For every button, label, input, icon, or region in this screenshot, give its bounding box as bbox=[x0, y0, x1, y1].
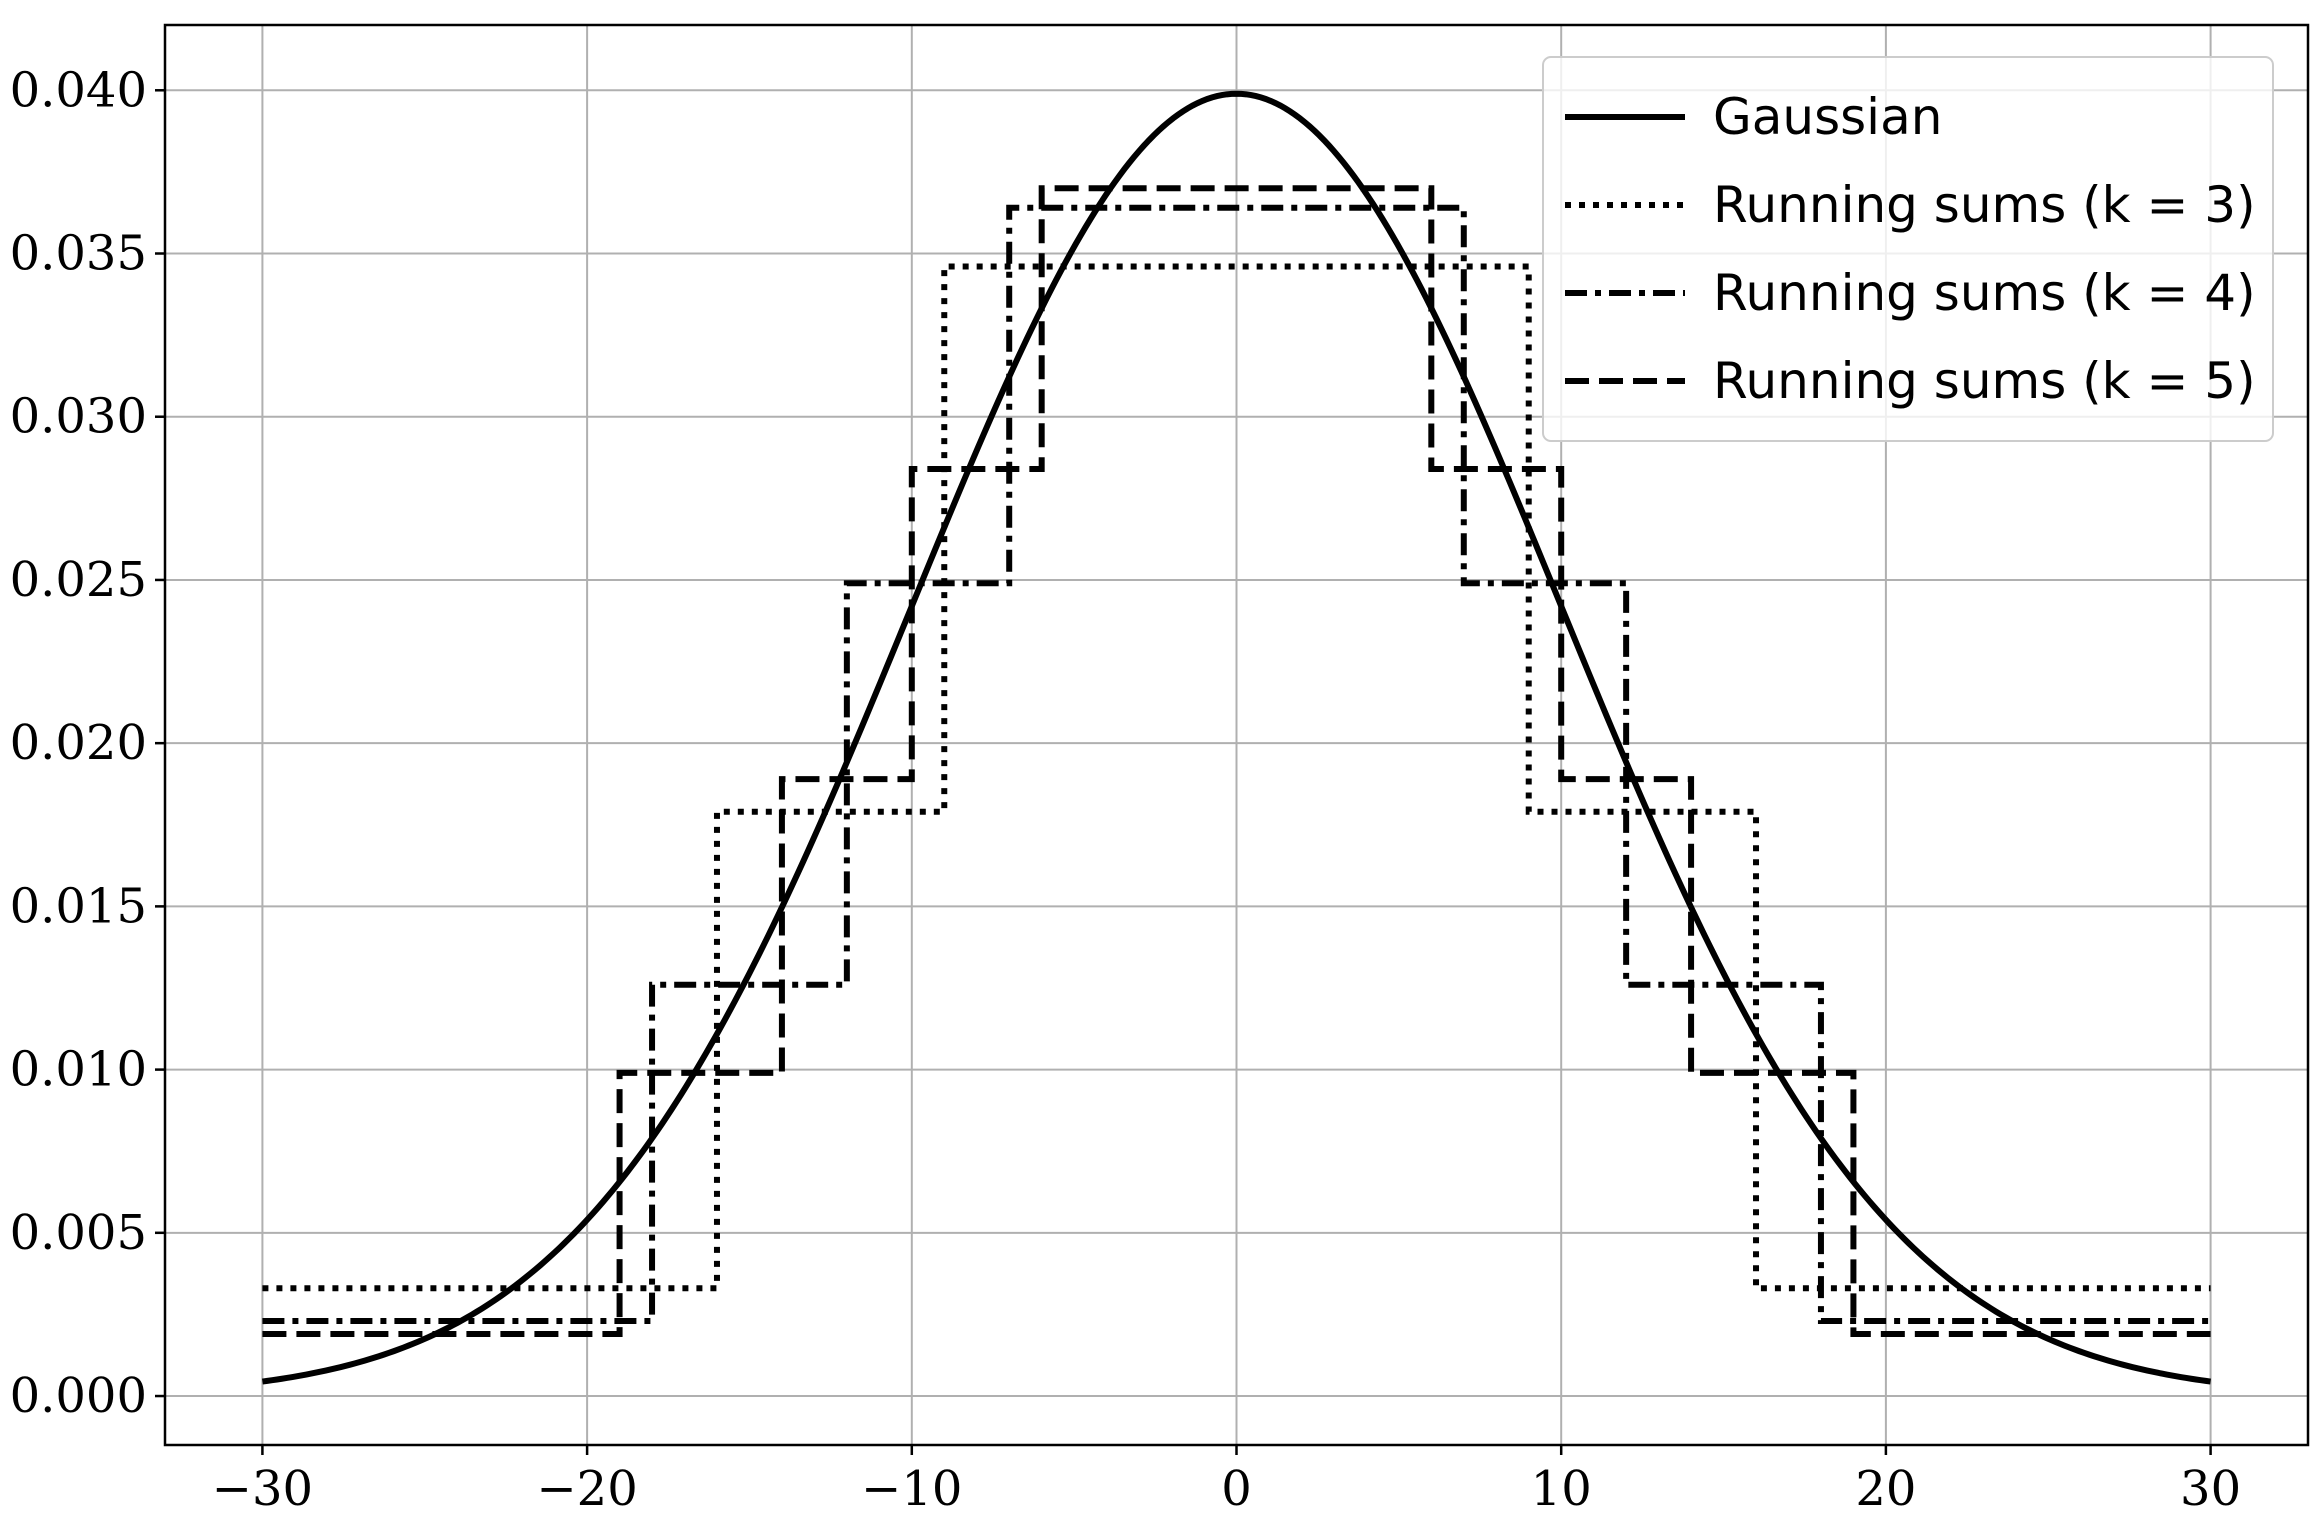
y-tick-label-6: 0.030 bbox=[10, 389, 147, 445]
y-tick-label-0: 0.000 bbox=[10, 1368, 147, 1424]
legend: Gaussian Running sums (k = 3) Running sums… bbox=[1542, 56, 2274, 442]
legend-box bbox=[1542, 56, 2274, 442]
x-tick-label-1: −20 bbox=[536, 1461, 637, 1514]
y-tick-label-5: 0.025 bbox=[10, 552, 147, 608]
x-tick-label-3: 0 bbox=[1221, 1461, 1252, 1514]
y-tick-label-1: 0.005 bbox=[10, 1205, 147, 1261]
y-tick-label-8: 0.040 bbox=[10, 62, 147, 118]
series-group bbox=[262, 90, 2211, 1385]
series-line-2 bbox=[262, 204, 2211, 1324]
grid bbox=[165, 25, 2308, 1445]
y-tick-label-3: 0.015 bbox=[10, 878, 147, 934]
legend-label-0: Gaussian bbox=[1713, 88, 1942, 146]
x-tick-label-2: −10 bbox=[861, 1461, 962, 1514]
x-tick-label-6: 30 bbox=[2180, 1461, 2241, 1514]
legend-label-1: Running sums (k = 3) bbox=[1713, 176, 2256, 234]
series-line-0 bbox=[262, 90, 2211, 1385]
x-tick-label-5: 20 bbox=[1855, 1461, 1916, 1514]
y-tick-label-2: 0.010 bbox=[10, 1042, 147, 1098]
x-tick-label-0: −30 bbox=[212, 1461, 313, 1514]
y-tick-label-4: 0.020 bbox=[10, 715, 147, 771]
axis-ticks: −30 −20 −10 0 10 20 30 0.000 0.005 0.010 0.015 0.02… bbox=[10, 62, 2242, 1514]
legend-label-3: Running sums (k = 5) bbox=[1713, 352, 2256, 410]
x-tick-label-4: 10 bbox=[1531, 1461, 1592, 1514]
series-line-3 bbox=[262, 185, 2211, 1338]
legend-label-2: Running sums (k = 4) bbox=[1713, 264, 2256, 322]
y-tick-label-7: 0.035 bbox=[10, 226, 147, 282]
